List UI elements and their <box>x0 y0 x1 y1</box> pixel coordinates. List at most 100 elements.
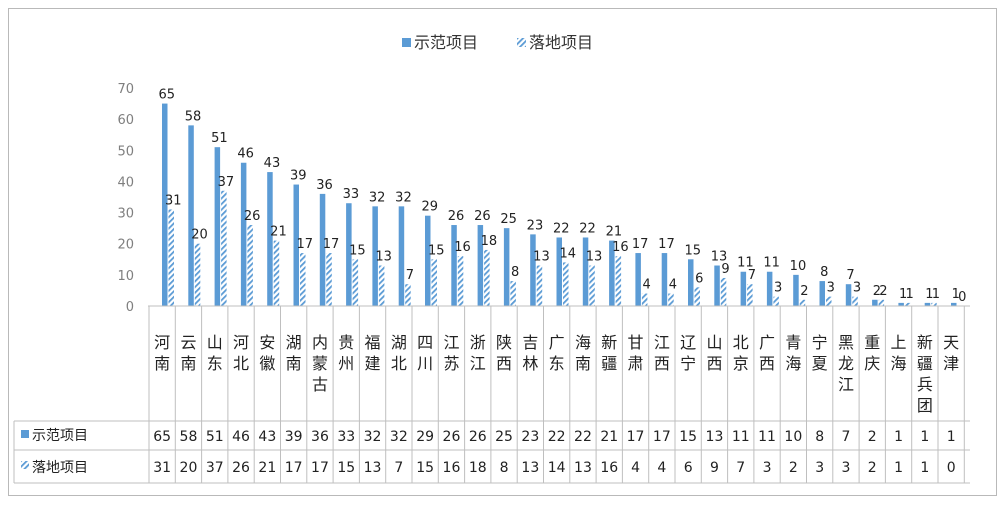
bar-series-0 <box>451 225 457 306</box>
bar-series-1 <box>168 209 174 306</box>
data-label-series-1: 16 <box>612 240 629 255</box>
data-label-series-0: 10 <box>790 259 807 274</box>
data-label-series-1: 18 <box>481 234 498 249</box>
bar-series-1 <box>878 299 885 306</box>
data-label-series-1: 13 <box>375 250 392 265</box>
data-label-series-0: 25 <box>500 212 517 227</box>
data-table: 示范项目落地项目65315820513746264321391736173315… <box>13 305 970 484</box>
table-cell-series-0: 17 <box>627 429 645 445</box>
data-label-series-0: 7 <box>846 268 854 283</box>
table-cell-series-1: 31 <box>153 460 171 476</box>
bar-series-1 <box>247 225 253 306</box>
table-cell-series-1: 3 <box>841 460 850 476</box>
legend-swatch-series-0 <box>402 38 411 47</box>
table-cell-series-0: 51 <box>206 429 224 445</box>
table-cell-series-0: 33 <box>337 429 355 445</box>
bar-series-0 <box>740 271 747 306</box>
category-label: 黑龙江 <box>838 333 854 394</box>
data-label-series-1: 14 <box>559 246 576 261</box>
table-cell-series-0: 11 <box>758 429 776 445</box>
table-cell-series-0: 32 <box>390 429 408 445</box>
table-cell-series-1: 7 <box>736 460 745 476</box>
table-cell-series-1: 17 <box>285 460 303 476</box>
table-cell-series-1: 37 <box>206 460 224 476</box>
data-label-series-0: 23 <box>527 218 544 233</box>
category-label: 广西 <box>759 333 775 373</box>
bar-series-1 <box>431 259 437 306</box>
data-label-series-0: 22 <box>579 221 596 236</box>
table-cell-series-0: 58 <box>180 429 198 445</box>
bar-series-1 <box>300 253 306 306</box>
table-cell-series-1: 0 <box>947 460 956 476</box>
category-label: 广东 <box>549 333 565 373</box>
bar-series-0 <box>582 237 589 306</box>
data-label-series-0: 15 <box>684 243 701 258</box>
data-label-series-0: 2 <box>873 284 881 299</box>
y-tick-label: 30 <box>117 207 134 222</box>
y-axis: 0 10 20 30 40 50 60 70 <box>117 82 134 315</box>
bar-series-0 <box>503 228 510 306</box>
category-label: 安徽 <box>259 333 275 373</box>
bar-series-1 <box>405 284 411 306</box>
category-label: 湖北 <box>391 333 407 373</box>
data-label-series-1: 13 <box>586 250 603 265</box>
category-label: 山西 <box>706 333 722 373</box>
bar-series-0 <box>609 240 615 306</box>
category-label: 湖南 <box>286 333 302 373</box>
data-label-series-0: 43 <box>264 156 281 171</box>
table-cell-series-0: 46 <box>232 429 250 445</box>
legend-label-series-0: 示范项目 <box>414 33 478 52</box>
table-cell-series-0: 26 <box>469 429 487 445</box>
data-label-series-0: 29 <box>421 200 438 215</box>
table-cell-series-0: 22 <box>574 429 592 445</box>
category-label: 贵州 <box>338 333 354 373</box>
y-tick-label: 70 <box>117 82 134 97</box>
category-label: 青海 <box>785 333 801 373</box>
y-tick-label: 0 <box>126 300 134 315</box>
bar-series-0 <box>293 184 299 306</box>
bar-series-1 <box>326 253 332 306</box>
bar-series-0 <box>188 125 194 306</box>
table-cell-series-1: 14 <box>548 460 566 476</box>
bar-series-0 <box>898 302 904 306</box>
table-cell-series-1: 15 <box>337 460 355 476</box>
table-cell-series-0: 29 <box>416 429 434 445</box>
bar-series-0 <box>398 206 405 306</box>
table-cell-series-0: 11 <box>732 429 750 445</box>
data-label-series-1: 16 <box>454 240 471 255</box>
category-label: 山东 <box>207 333 223 373</box>
data-label-series-1: 20 <box>191 228 208 243</box>
bar-series-1 <box>563 262 569 306</box>
bar-series-0 <box>793 274 799 306</box>
category-label: 内蒙古 <box>312 333 328 394</box>
bar-series-1 <box>352 259 359 306</box>
data-label-series-1: 4 <box>643 278 651 293</box>
data-label-series-0: 1 <box>952 287 960 302</box>
data-label-series-1: 1 <box>906 287 914 302</box>
legend-swatch-series-1 <box>517 38 526 47</box>
bar-series-0 <box>635 253 641 306</box>
data-label-series-0: 33 <box>343 187 360 202</box>
category-label: 江西 <box>654 333 670 373</box>
data-label-series-1: 1 <box>932 287 940 302</box>
table-cell-series-1: 13 <box>574 460 592 476</box>
table-cell-series-1: 3 <box>763 460 772 476</box>
table-cell-series-1: 17 <box>311 460 329 476</box>
data-label-series-0: 13 <box>711 250 728 265</box>
data-label-series-0: 39 <box>290 169 307 184</box>
table-cell-series-0: 21 <box>600 429 618 445</box>
data-label-series-1: 26 <box>244 209 261 224</box>
data-label-series-1: 37 <box>218 175 235 190</box>
bar-series-1 <box>457 256 464 306</box>
table-cell-series-0: 26 <box>443 429 461 445</box>
data-label-series-0: 17 <box>632 237 649 252</box>
table-row-header-series-0: 示范项目 <box>32 427 88 444</box>
table-cell-series-0: 10 <box>784 429 802 445</box>
bar-series-1 <box>799 299 806 306</box>
data-label-series-0: 17 <box>658 237 675 252</box>
category-label: 海南 <box>575 333 591 373</box>
category-label: 辽宁 <box>680 333 696 373</box>
table-cell-series-0: 32 <box>364 429 382 445</box>
data-label-series-0: 32 <box>369 190 386 205</box>
table-cell-series-1: 7 <box>394 460 403 476</box>
